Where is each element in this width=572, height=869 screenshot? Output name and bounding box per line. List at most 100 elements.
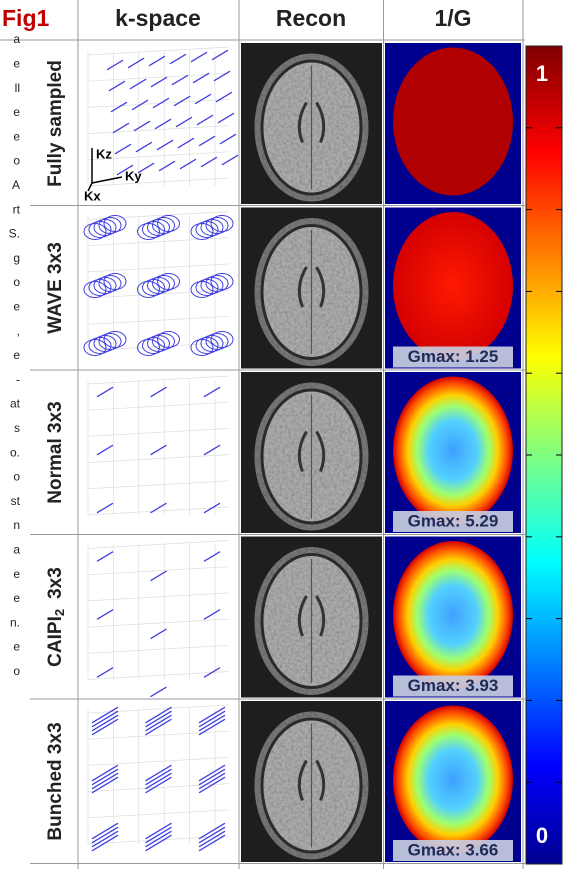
kspace-helix bbox=[205, 333, 229, 350]
cropped-text: n. bbox=[10, 615, 20, 629]
cropped-text: o bbox=[13, 275, 20, 289]
kspace-helix bbox=[210, 215, 234, 232]
kspace-line bbox=[145, 710, 172, 728]
kspace-line bbox=[110, 101, 128, 113]
kspace-grid bbox=[87, 177, 230, 187]
kspace-grid bbox=[87, 211, 230, 220]
kspace-grid bbox=[87, 730, 230, 740]
kspace-line bbox=[91, 834, 119, 852]
kspace-line bbox=[198, 768, 226, 786]
gmap bbox=[393, 212, 513, 360]
kspace-line bbox=[96, 551, 114, 562]
ventricle bbox=[297, 266, 326, 308]
kspace-helix bbox=[205, 275, 229, 292]
cropped-text: ll bbox=[15, 81, 20, 95]
ventricle bbox=[297, 595, 326, 637]
gmap bbox=[393, 376, 513, 525]
kspace-line bbox=[150, 444, 167, 456]
row-label-part: Normal 3x3 bbox=[45, 401, 66, 503]
kspace-grid bbox=[87, 506, 230, 516]
row-label: Bunched 3x3 bbox=[45, 722, 66, 840]
kspace-helix bbox=[210, 273, 234, 290]
kspace-line bbox=[169, 53, 187, 65]
kspace-grid bbox=[87, 671, 230, 680]
kspace-line bbox=[145, 714, 172, 732]
kspace-line bbox=[114, 143, 132, 155]
axis-arrow bbox=[87, 182, 93, 192]
kspace-line bbox=[152, 97, 170, 109]
kspace-line bbox=[91, 718, 119, 736]
kspace-helix bbox=[98, 217, 122, 234]
gmax-label: Gmax: 5.29 bbox=[408, 511, 499, 530]
cropped-text: e bbox=[13, 640, 20, 654]
kspace-grid bbox=[87, 401, 230, 411]
gmap bbox=[393, 541, 513, 689]
kspace-grid bbox=[87, 757, 230, 766]
kspace-line bbox=[198, 834, 226, 852]
kspace-grid bbox=[87, 263, 230, 273]
kspace-plot bbox=[87, 704, 230, 852]
kspace-helix bbox=[157, 215, 180, 232]
kspace-line bbox=[145, 768, 172, 786]
kspace-line bbox=[127, 57, 145, 69]
kspace-helix bbox=[205, 217, 229, 234]
kspace-line bbox=[91, 764, 119, 782]
gmax-box bbox=[393, 511, 513, 532]
kspace-line bbox=[203, 609, 221, 620]
kspace-line bbox=[198, 830, 226, 848]
kspace-line bbox=[112, 122, 130, 134]
kspace-grid bbox=[87, 428, 230, 437]
row-label-part: WAVE 3x3 bbox=[45, 242, 66, 334]
kspace-line bbox=[145, 826, 172, 844]
kspace-line bbox=[91, 706, 119, 724]
kspace-line bbox=[196, 114, 214, 126]
gmax-box bbox=[393, 346, 513, 368]
kspace-plot bbox=[87, 540, 230, 698]
kspace-line bbox=[145, 718, 172, 736]
kspace-line bbox=[145, 830, 172, 848]
gmax-box bbox=[393, 840, 513, 861]
kspace-line bbox=[198, 718, 226, 736]
kspace-grid bbox=[87, 151, 230, 161]
kspace-line bbox=[116, 164, 134, 176]
kspace-line bbox=[133, 120, 151, 132]
cropped-text: - bbox=[16, 372, 20, 386]
cropped-text: o bbox=[13, 664, 20, 678]
cropped-text: e bbox=[13, 591, 20, 605]
kspace-line bbox=[131, 99, 149, 111]
kspace-grid bbox=[87, 454, 230, 463]
kspace-line bbox=[91, 822, 119, 840]
kspace-grid bbox=[87, 237, 230, 247]
kspace-line bbox=[175, 116, 193, 128]
kspace-line bbox=[96, 386, 114, 398]
cropped-text: e bbox=[13, 567, 20, 581]
cropped-text: n bbox=[13, 518, 20, 532]
figure-label: Fig1 bbox=[2, 5, 49, 31]
kspace-line bbox=[171, 74, 189, 86]
kspace-grid bbox=[87, 592, 230, 602]
cropped-text: A bbox=[12, 178, 20, 192]
ventricle bbox=[297, 759, 326, 802]
cropped-text: g bbox=[13, 251, 20, 265]
colorbar-min: 0 bbox=[536, 823, 548, 848]
kspace-helix bbox=[157, 331, 180, 348]
cropped-text: e bbox=[13, 299, 20, 313]
kspace-line bbox=[154, 118, 172, 130]
kspace-line bbox=[158, 160, 176, 172]
kspace-grid bbox=[87, 540, 230, 549]
kspace-line bbox=[203, 502, 221, 514]
kspace-line bbox=[96, 667, 114, 678]
cropped-text: st bbox=[11, 494, 21, 508]
cropped-text: a bbox=[13, 32, 20, 46]
gmap bbox=[393, 47, 513, 196]
gmax-box bbox=[393, 675, 513, 697]
gmax-label: Gmax: 3.66 bbox=[408, 840, 499, 859]
kspace-line bbox=[203, 667, 221, 678]
kspace-line bbox=[137, 162, 155, 174]
kspace-line bbox=[148, 55, 166, 67]
kspace-grid bbox=[87, 125, 230, 134]
kspace-line bbox=[150, 386, 167, 398]
kspace-line bbox=[145, 776, 172, 794]
ventricle bbox=[297, 430, 326, 473]
row-label-part: Fully sampled bbox=[45, 60, 66, 187]
